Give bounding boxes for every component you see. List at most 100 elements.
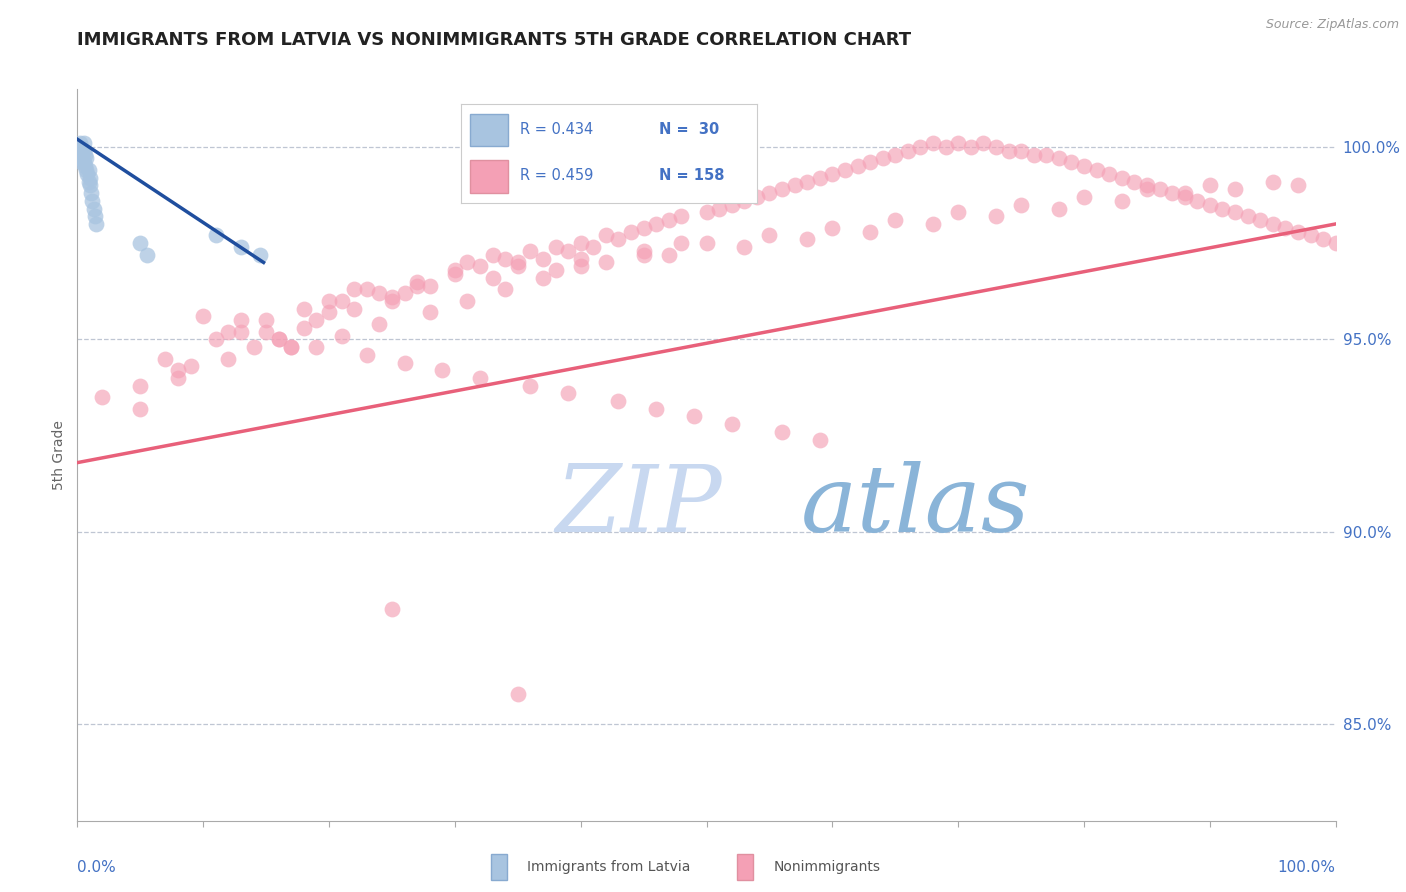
Point xyxy=(330,328,353,343)
Point xyxy=(658,213,681,227)
Point xyxy=(267,333,290,347)
Point xyxy=(83,202,105,216)
Point xyxy=(70,147,93,161)
Point xyxy=(758,186,780,201)
Point xyxy=(1022,147,1045,161)
Point xyxy=(557,244,579,258)
Point xyxy=(254,325,277,339)
Point xyxy=(229,325,252,339)
Point xyxy=(569,260,592,274)
Point xyxy=(242,340,264,354)
Point xyxy=(135,248,157,262)
Point xyxy=(1149,182,1171,196)
Point xyxy=(531,252,554,266)
Point xyxy=(368,286,391,301)
Point xyxy=(129,401,152,416)
Point xyxy=(595,228,617,243)
Point xyxy=(1261,175,1284,189)
Point xyxy=(1274,220,1296,235)
Point xyxy=(419,278,441,293)
Point xyxy=(432,363,454,377)
Point xyxy=(582,240,605,254)
Point xyxy=(872,152,894,166)
Point xyxy=(180,359,202,374)
Point xyxy=(254,313,277,327)
Point xyxy=(544,240,567,254)
Point xyxy=(280,340,302,354)
Point xyxy=(922,136,945,150)
Point xyxy=(733,240,755,254)
Point xyxy=(69,152,91,166)
Point xyxy=(444,263,467,277)
Point xyxy=(84,217,107,231)
Point xyxy=(356,282,378,296)
Point xyxy=(569,236,592,251)
Point xyxy=(1085,163,1108,178)
Point xyxy=(531,270,554,285)
Point xyxy=(821,167,844,181)
Point xyxy=(544,263,567,277)
Point xyxy=(368,317,391,331)
Text: 100.0%: 100.0% xyxy=(1278,860,1336,874)
Point xyxy=(1187,194,1209,208)
Point xyxy=(305,313,328,327)
Point xyxy=(1123,175,1146,189)
Text: atlas: atlas xyxy=(801,461,1031,551)
Point xyxy=(1299,228,1322,243)
Point xyxy=(1010,144,1032,158)
Point xyxy=(821,220,844,235)
Point xyxy=(167,371,190,385)
Point xyxy=(506,255,529,269)
Point xyxy=(1047,202,1070,216)
Point xyxy=(249,248,271,262)
Point xyxy=(633,220,655,235)
Point xyxy=(69,136,91,150)
Point xyxy=(935,140,957,154)
Point xyxy=(1249,213,1271,227)
Point xyxy=(91,390,114,404)
Point xyxy=(229,313,252,327)
Point xyxy=(73,147,96,161)
Text: 0.0%: 0.0% xyxy=(77,860,117,874)
Point xyxy=(381,293,404,308)
Point xyxy=(645,217,668,231)
Point xyxy=(73,159,96,173)
Point xyxy=(1098,167,1121,181)
Point xyxy=(846,159,869,173)
Point xyxy=(984,209,1007,223)
Point xyxy=(67,144,90,158)
Point xyxy=(292,321,315,335)
Point xyxy=(959,140,981,154)
Point xyxy=(1199,197,1222,211)
Point xyxy=(481,270,503,285)
Point xyxy=(75,163,97,178)
Point xyxy=(796,175,818,189)
Point xyxy=(745,190,768,204)
Point xyxy=(70,140,93,154)
Point xyxy=(733,194,755,208)
Point xyxy=(720,197,742,211)
Point xyxy=(406,278,429,293)
Point xyxy=(280,340,302,354)
Point xyxy=(557,386,579,401)
Point xyxy=(1136,182,1159,196)
Point xyxy=(343,301,366,316)
Point xyxy=(318,293,340,308)
Text: Nonimmigrants: Nonimmigrants xyxy=(773,860,880,874)
Point xyxy=(1286,178,1309,193)
Point xyxy=(406,275,429,289)
Point xyxy=(607,232,630,246)
Point xyxy=(82,194,104,208)
Point xyxy=(1174,186,1197,201)
Point xyxy=(75,152,97,166)
Point xyxy=(494,282,516,296)
Point xyxy=(72,152,94,166)
Point xyxy=(720,417,742,431)
Point xyxy=(1324,236,1347,251)
Point xyxy=(758,228,780,243)
Point xyxy=(77,163,100,178)
Point xyxy=(1111,170,1133,185)
Point xyxy=(343,282,366,296)
Point xyxy=(1312,232,1334,246)
Point xyxy=(481,248,503,262)
